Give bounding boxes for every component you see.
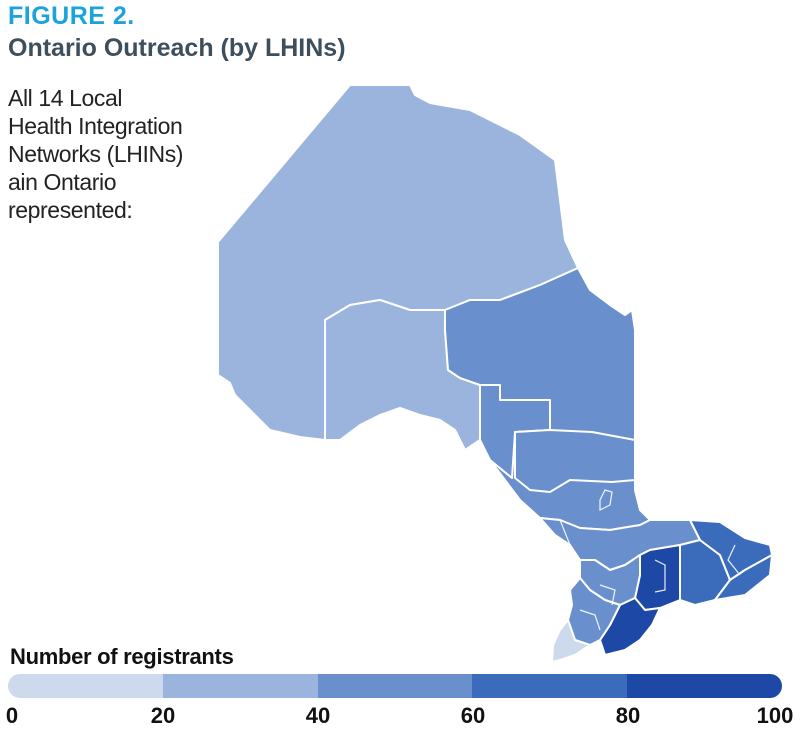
legend-color-scale	[8, 674, 782, 698]
figure-title: Ontario Outreach (by LHINs)	[8, 34, 346, 62]
legend-bin	[317, 674, 473, 698]
sub-boundary-line	[599, 489, 613, 511]
description-line: Networks (LHINs)	[8, 141, 184, 167]
legend-tick-label: 40	[305, 703, 331, 728]
sub-boundary-line	[559, 519, 581, 561]
legend-tick-label: 100	[756, 703, 794, 728]
sub-boundary-line	[599, 584, 616, 606]
description-line: ain Ontario	[8, 169, 117, 195]
region-central	[634, 544, 681, 611]
legend-bin	[472, 674, 628, 698]
legend-tick-label: 60	[460, 703, 486, 728]
region-champlain	[714, 554, 773, 601]
legend-title: Number of registrants	[10, 644, 234, 669]
legend-bin	[162, 674, 318, 698]
figure-label: FIGURE 2.	[8, 2, 135, 30]
region-erie-st-clair	[551, 619, 591, 663]
description-line: Health Integration	[8, 113, 183, 139]
description-line: represented:	[8, 197, 133, 223]
sub-boundary-line	[727, 544, 741, 576]
description-line: All 14 Local	[8, 85, 123, 111]
region-north-central	[324, 299, 481, 451]
legend-bin	[8, 674, 163, 698]
legend-tick-label: 80	[615, 703, 641, 728]
description-text: All 14 Local Health Integration Networks…	[8, 84, 208, 224]
region-north-east-inner-b	[514, 429, 636, 493]
sub-boundary-line	[579, 609, 601, 631]
region-south-west	[567, 577, 621, 646]
sub-boundary-line	[654, 559, 666, 593]
legend-tick-label: 20	[150, 703, 176, 728]
legend-bin	[627, 674, 782, 698]
region-south-east	[689, 519, 773, 581]
legend-tick-label: 0	[5, 703, 19, 728]
